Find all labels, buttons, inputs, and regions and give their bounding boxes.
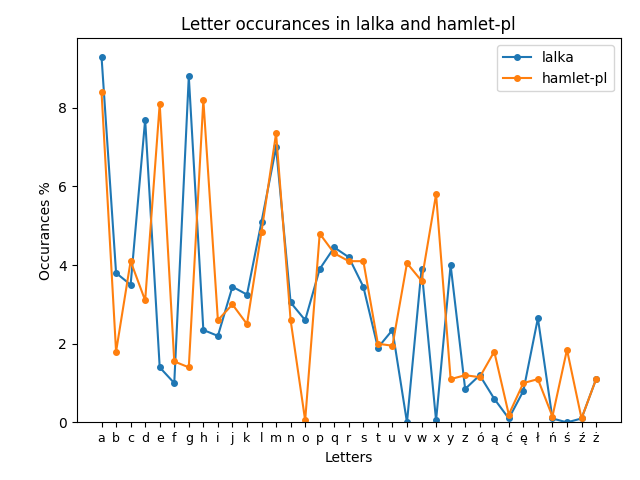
hamlet-pl	[534, 376, 541, 382]
lalka	[156, 364, 164, 370]
lalka	[243, 292, 251, 298]
hamlet-pl	[563, 347, 571, 352]
lalka	[345, 254, 353, 260]
lalka	[170, 380, 178, 386]
lalka	[316, 266, 324, 272]
hamlet-pl	[578, 416, 586, 421]
lalka	[98, 54, 106, 60]
hamlet-pl	[447, 376, 454, 382]
lalka	[505, 416, 513, 421]
lalka	[563, 420, 571, 425]
lalka	[228, 284, 236, 289]
lalka	[490, 396, 498, 402]
hamlet-pl	[98, 89, 106, 95]
hamlet-pl	[243, 321, 251, 327]
lalka	[214, 333, 221, 339]
hamlet-pl	[374, 341, 381, 347]
hamlet-pl	[156, 101, 164, 107]
lalka	[330, 244, 338, 250]
Legend: lalka, hamlet-pl: lalka, hamlet-pl	[497, 45, 614, 91]
hamlet-pl	[258, 229, 266, 235]
hamlet-pl	[301, 418, 309, 423]
lalka	[185, 73, 193, 79]
hamlet-pl	[316, 231, 324, 237]
hamlet-pl	[476, 374, 484, 380]
hamlet-pl	[185, 364, 193, 370]
lalka	[360, 284, 367, 289]
hamlet-pl	[592, 376, 600, 382]
Line: lalka: lalka	[99, 54, 599, 425]
lalka	[258, 219, 266, 225]
hamlet-pl	[490, 349, 498, 355]
hamlet-pl	[432, 192, 440, 197]
hamlet-pl	[214, 317, 221, 323]
hamlet-pl	[505, 412, 513, 418]
hamlet-pl	[170, 359, 178, 364]
X-axis label: Letters: Letters	[324, 451, 373, 465]
lalka	[112, 270, 120, 276]
lalka	[388, 327, 396, 333]
lalka	[476, 372, 484, 378]
hamlet-pl	[548, 414, 556, 420]
hamlet-pl	[388, 343, 396, 348]
lalka	[548, 416, 556, 421]
lalka	[200, 327, 207, 333]
lalka	[403, 420, 411, 425]
lalka	[418, 266, 426, 272]
hamlet-pl	[112, 349, 120, 355]
lalka	[592, 376, 600, 382]
hamlet-pl	[287, 317, 294, 323]
Line: hamlet-pl: hamlet-pl	[99, 89, 599, 423]
hamlet-pl	[403, 260, 411, 266]
lalka	[127, 282, 134, 288]
hamlet-pl	[127, 258, 134, 264]
hamlet-pl	[461, 372, 469, 378]
hamlet-pl	[141, 298, 149, 303]
lalka	[141, 117, 149, 122]
lalka	[432, 418, 440, 423]
hamlet-pl	[272, 131, 280, 136]
hamlet-pl	[520, 380, 527, 386]
hamlet-pl	[200, 97, 207, 103]
hamlet-pl	[228, 301, 236, 307]
hamlet-pl	[360, 258, 367, 264]
lalka	[534, 315, 541, 321]
lalka	[520, 388, 527, 394]
lalka	[578, 416, 586, 421]
lalka	[447, 262, 454, 268]
lalka	[287, 300, 294, 305]
Y-axis label: Occurances %: Occurances %	[38, 181, 52, 280]
lalka	[461, 386, 469, 392]
lalka	[301, 317, 309, 323]
hamlet-pl	[418, 278, 426, 284]
hamlet-pl	[345, 258, 353, 264]
Title: Letter occurances in lalka and hamlet-pl: Letter occurances in lalka and hamlet-pl	[182, 16, 516, 34]
lalka	[272, 144, 280, 150]
hamlet-pl	[330, 251, 338, 256]
lalka	[374, 345, 381, 350]
